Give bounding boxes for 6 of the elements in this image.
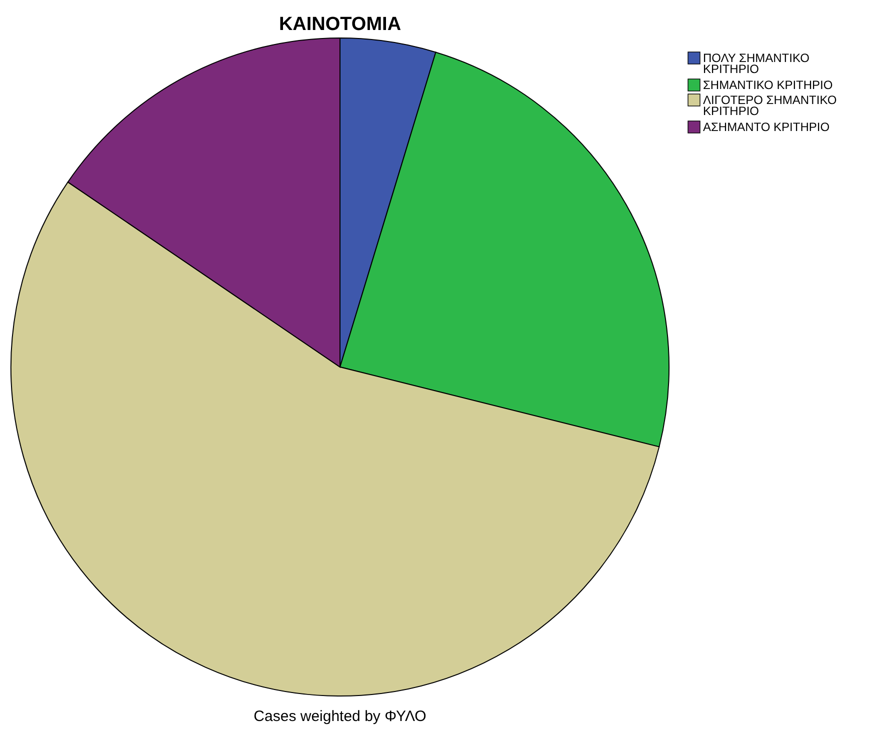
chart-title: ΚΑΙΝΟΤΟΜΙΑ: [278, 14, 402, 35]
legend-label: ΛΙΓΟΤΕΡΟ ΣΗΜΑΝΤΙΚΟ ΚΡΙΤΗΡΙΟ: [703, 93, 837, 118]
legend-label: ΣΗΜΑΝΤΙΚΟ ΚΡΙΤΗΡΙΟ: [703, 78, 833, 92]
legend-label: ΑΣΗΜΑΝΤΟ ΚΡΙΤΗΡΙΟ: [703, 120, 830, 134]
legend-label: ΠΟΛΥ ΣΗΜΑΝΤΙΚΟ ΚΡΙΤΗΡΙΟ: [703, 51, 810, 76]
text: Cases weighted by ΦΥΛΟ: [254, 708, 426, 725]
